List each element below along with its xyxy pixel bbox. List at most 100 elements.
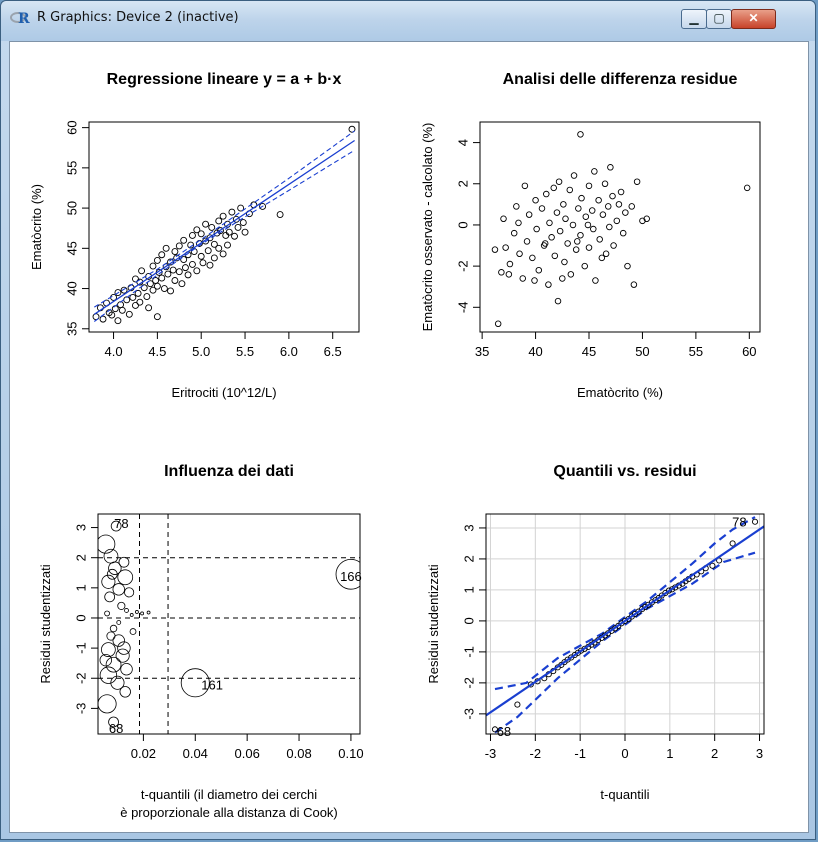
data-point bbox=[604, 203, 612, 210]
close-button[interactable]: ✕ bbox=[731, 9, 776, 29]
influence-circle bbox=[109, 624, 118, 633]
data-point bbox=[628, 203, 636, 210]
data-point bbox=[181, 264, 189, 272]
data-point bbox=[206, 234, 214, 242]
data-point bbox=[550, 184, 557, 192]
influence-circle bbox=[124, 587, 135, 598]
data-point bbox=[590, 225, 597, 233]
data-point bbox=[120, 286, 128, 294]
data-point bbox=[145, 304, 153, 312]
plot-svg: Regressione lineare y = a + b·x 4.0 4.5 5.0… bbox=[29, 71, 765, 820]
maximize-button[interactable]: ▢ bbox=[706, 9, 732, 29]
influence-circle bbox=[335, 558, 360, 590]
y-tick-label: -2 bbox=[455, 260, 470, 272]
influence-circle bbox=[101, 642, 116, 657]
data-point bbox=[348, 125, 356, 133]
influence-circle bbox=[129, 613, 134, 617]
influence-circle bbox=[105, 656, 122, 673]
data-point bbox=[276, 211, 284, 218]
data-point bbox=[588, 207, 596, 214]
data-point bbox=[108, 311, 116, 319]
data-point bbox=[624, 262, 631, 270]
point-label: 68 bbox=[109, 721, 123, 736]
y-tick-label: 1 bbox=[73, 584, 88, 591]
data-point bbox=[134, 289, 142, 297]
data-point bbox=[515, 219, 522, 227]
x-tick-label: 55 bbox=[689, 344, 703, 359]
data-point bbox=[188, 260, 196, 268]
influence-circle bbox=[180, 668, 210, 698]
data-point bbox=[577, 131, 584, 138]
data-point bbox=[581, 262, 588, 270]
data-point bbox=[228, 208, 236, 216]
data-point bbox=[562, 215, 569, 223]
data-point bbox=[561, 258, 568, 266]
data-point bbox=[199, 259, 207, 267]
influence-circle bbox=[117, 601, 126, 610]
y-tick-label: 0 bbox=[73, 614, 88, 621]
data-point bbox=[232, 215, 240, 223]
data-point bbox=[234, 223, 242, 231]
data-point bbox=[132, 301, 139, 309]
data-point bbox=[548, 234, 555, 241]
data-point bbox=[149, 286, 157, 294]
influence-circle bbox=[106, 568, 118, 580]
data-point bbox=[546, 219, 553, 227]
y-tick-label: 2 bbox=[73, 554, 88, 561]
x-tick-label: 5.0 bbox=[192, 344, 210, 359]
y-tick-label: 3 bbox=[73, 524, 88, 531]
x-tick-label: -1 bbox=[574, 746, 586, 761]
data-point bbox=[136, 298, 144, 306]
title-bar[interactable]: R R Graphics: Device 2 (inactive) ▁ ▢ ✕ bbox=[1, 1, 815, 41]
data-point bbox=[643, 215, 650, 223]
maximize-icon: ▢ bbox=[713, 11, 725, 25]
minimize-button[interactable]: ▁ bbox=[681, 9, 707, 29]
data-point bbox=[153, 313, 161, 321]
chart-title: Influenza dei dati bbox=[164, 463, 294, 480]
y-axis-label: Residui studentizzati bbox=[426, 564, 441, 683]
envelope-upper bbox=[494, 516, 756, 691]
qq-point bbox=[514, 701, 521, 708]
data-point bbox=[570, 172, 578, 179]
data-point bbox=[202, 220, 210, 228]
data-point bbox=[225, 228, 233, 236]
x-tick-label: 35 bbox=[475, 344, 489, 359]
data-point bbox=[237, 204, 245, 212]
influence-circle bbox=[120, 663, 133, 676]
x-tick-label: 0.02 bbox=[131, 746, 156, 761]
y-tick-label: -2 bbox=[461, 677, 476, 689]
data-point bbox=[513, 203, 520, 210]
y-tick-label: -3 bbox=[73, 703, 88, 715]
data-point bbox=[494, 320, 502, 328]
data-point bbox=[215, 244, 223, 252]
point-label: 78 bbox=[114, 516, 128, 531]
influence-circle bbox=[98, 534, 116, 554]
influence-circle bbox=[106, 631, 116, 641]
data-point bbox=[99, 315, 107, 323]
data-point bbox=[598, 254, 606, 262]
data-point bbox=[599, 211, 607, 218]
influence-circle bbox=[104, 610, 110, 617]
x-tick-label: 45 bbox=[582, 344, 596, 359]
influence-circle bbox=[135, 610, 139, 614]
data-point bbox=[523, 238, 531, 245]
confidence-band-upper bbox=[94, 130, 355, 308]
data-point bbox=[543, 190, 550, 198]
data-point bbox=[585, 244, 593, 251]
data-point bbox=[259, 203, 267, 210]
data-point bbox=[521, 182, 529, 190]
x-tick-label: 3 bbox=[756, 746, 763, 761]
data-point bbox=[175, 242, 183, 250]
y-tick-label: 50 bbox=[64, 201, 79, 215]
data-point bbox=[153, 256, 161, 264]
data-point bbox=[224, 241, 231, 249]
data-point bbox=[613, 217, 621, 225]
influence-circle bbox=[124, 608, 129, 613]
x-axis-label: t-quantili bbox=[600, 787, 649, 802]
y-tick-label: 2 bbox=[455, 180, 470, 187]
data-point bbox=[193, 267, 201, 275]
data-point bbox=[193, 226, 201, 234]
y-tick-label: 1 bbox=[461, 586, 476, 593]
envelope-lower bbox=[494, 551, 756, 734]
